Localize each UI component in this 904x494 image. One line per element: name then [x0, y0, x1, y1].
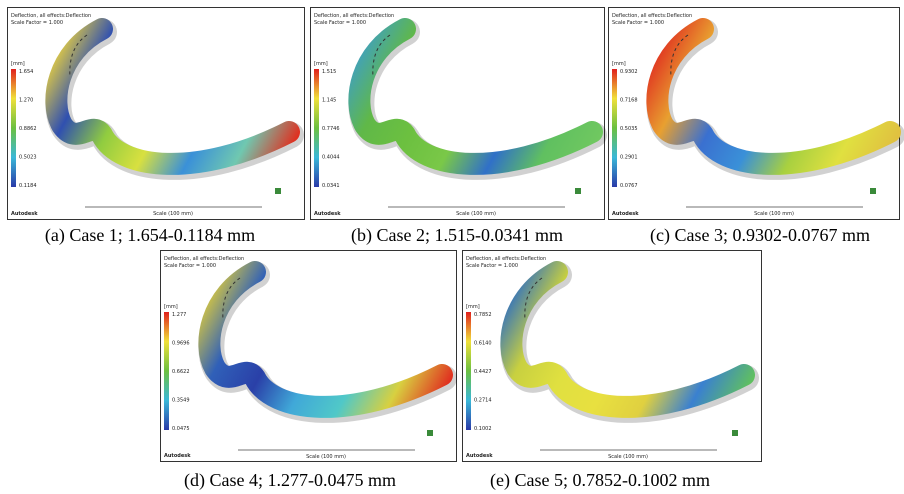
panel: Deflection, all effects:DeflectionScale … — [311, 8, 605, 220]
legend-label: 0.6622 — [172, 369, 190, 375]
brand: Autodesk — [314, 211, 341, 217]
scale-factor: Scale Factor = 1.000 — [466, 263, 518, 269]
unit: [mm] — [164, 304, 178, 310]
legend-label: 0.0767 — [620, 183, 638, 189]
header: Deflection, all effects:Deflection — [164, 256, 244, 262]
legend-label: 1.270 — [19, 98, 33, 104]
scale-label: Scale (100 mm) — [754, 211, 794, 217]
legend-label: 0.1184 — [19, 183, 37, 189]
legend-label: 0.7746 — [322, 126, 340, 132]
scale-label: Scale (100 mm) — [608, 454, 648, 460]
figure: Deflection, all effects:DeflectionScale … — [0, 0, 904, 494]
scale-label: Scale (100 mm) — [153, 211, 193, 217]
legend-label: 0.7852 — [474, 312, 492, 318]
brand: Autodesk — [466, 453, 493, 459]
color-bar — [164, 312, 169, 430]
panel: Deflection, all effects:DeflectionScale … — [8, 8, 305, 220]
scale-factor: Scale Factor = 1.000 — [612, 20, 664, 26]
axis-triad — [427, 430, 433, 436]
caption: (d) Case 4; 1.277-0.0475 mm — [184, 470, 396, 491]
panel: Deflection, all effects:DeflectionScale … — [609, 8, 900, 220]
legend-label: 0.8862 — [19, 126, 37, 132]
scale-label: Scale (100 mm) — [456, 211, 496, 217]
color-bar — [11, 69, 16, 187]
axis-triad — [575, 188, 581, 194]
scale-label: Scale (100 mm) — [306, 454, 346, 460]
panel: Deflection, all effects:DeflectionScale … — [463, 251, 762, 462]
brand: Autodesk — [11, 211, 38, 217]
legend-label: 0.5035 — [620, 126, 638, 132]
legend-label: 0.5023 — [19, 155, 37, 161]
caption: (b) Case 2; 1.515-0.0341 mm — [351, 225, 563, 246]
caption: (e) Case 5; 0.7852-0.1002 mm — [490, 470, 710, 491]
legend-label: 0.4044 — [322, 155, 340, 161]
scale-factor: Scale Factor = 1.000 — [164, 263, 216, 269]
header: Deflection, all effects:Deflection — [11, 13, 91, 19]
legend-label: 0.7168 — [620, 98, 638, 104]
axis-triad — [275, 188, 281, 194]
legend-label: 0.9302 — [620, 69, 638, 75]
axis-triad — [870, 188, 876, 194]
legend-label: 0.6140 — [474, 341, 492, 347]
legend-label: 0.1002 — [474, 426, 492, 432]
unit: [mm] — [612, 61, 626, 67]
unit: [mm] — [314, 61, 328, 67]
header: Deflection, all effects:Deflection — [314, 13, 394, 19]
legend-label: 1.277 — [172, 312, 186, 318]
legend-label: 0.2901 — [620, 155, 638, 161]
header: Deflection, all effects:Deflection — [466, 256, 546, 262]
brand: Autodesk — [612, 211, 639, 217]
legend-label: 0.0475 — [172, 426, 190, 432]
legend-label: 1.654 — [19, 69, 33, 75]
color-bar — [466, 312, 471, 430]
brand: Autodesk — [164, 453, 191, 459]
legend-label: 1.145 — [322, 98, 336, 104]
unit: [mm] — [466, 304, 480, 310]
legend-label: 0.0341 — [322, 183, 340, 189]
color-bar — [314, 69, 319, 187]
scale-factor: Scale Factor = 1.000 — [314, 20, 366, 26]
legend-label: 1.515 — [322, 69, 336, 75]
legend-label: 0.9696 — [172, 341, 190, 347]
legend-label: 0.3549 — [172, 398, 190, 404]
legend-label: 0.2714 — [474, 398, 492, 404]
axis-triad — [732, 430, 738, 436]
caption: (c) Case 3; 0.9302-0.0767 mm — [650, 225, 870, 246]
caption: (a) Case 1; 1.654-0.1184 mm — [45, 225, 255, 246]
scale-factor: Scale Factor = 1.000 — [11, 20, 63, 26]
panel: Deflection, all effects:DeflectionScale … — [161, 251, 457, 462]
header: Deflection, all effects:Deflection — [612, 13, 692, 19]
color-bar — [612, 69, 617, 187]
unit: [mm] — [11, 61, 25, 67]
legend-label: 0.4427 — [474, 369, 492, 375]
